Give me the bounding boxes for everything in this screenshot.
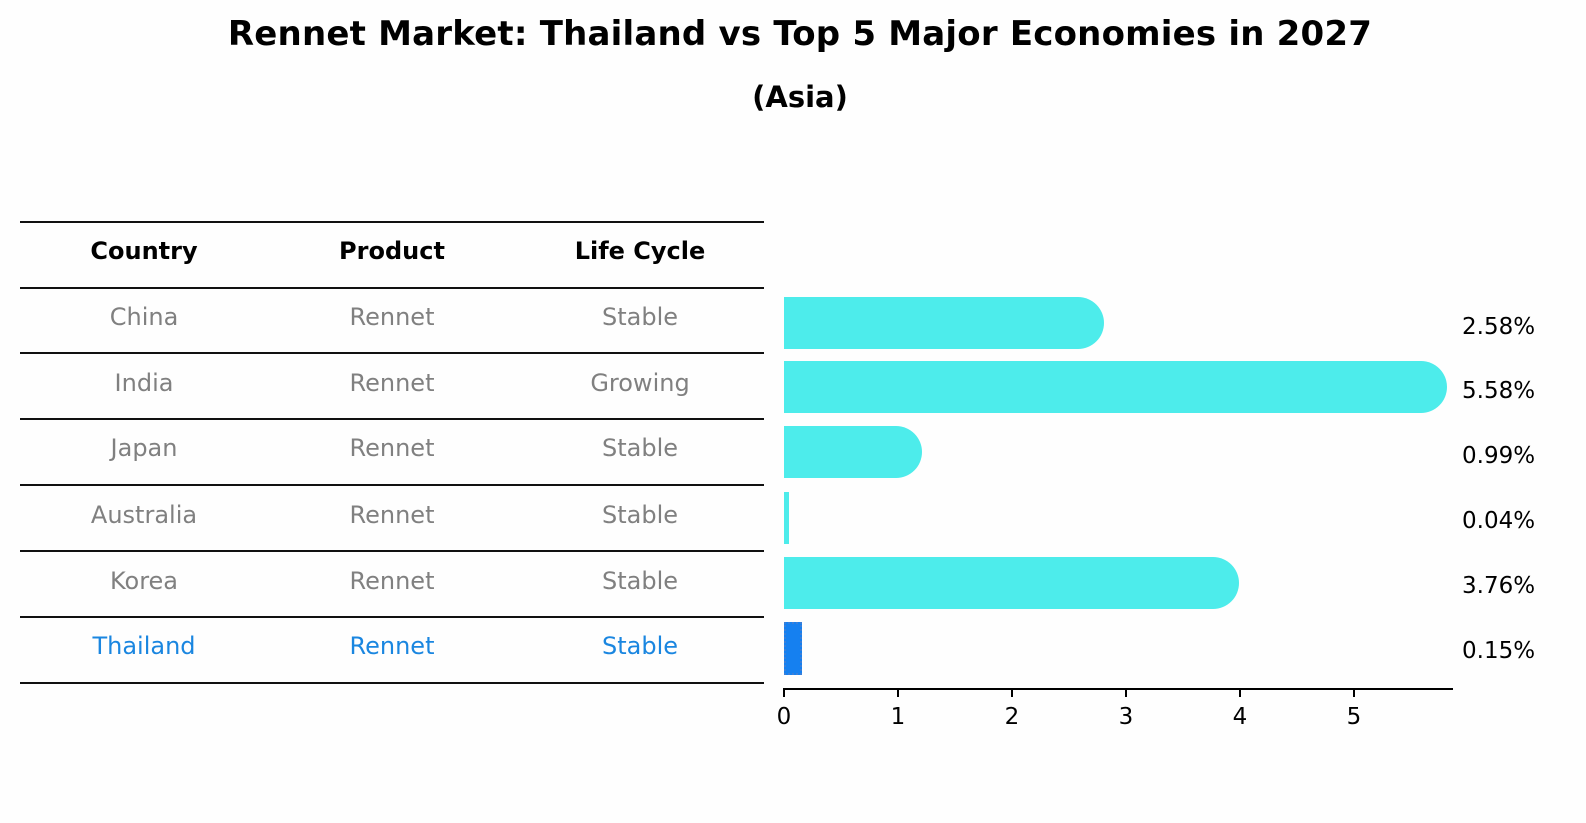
bar-japan: [784, 426, 922, 478]
table-rule-top: [20, 221, 764, 223]
cell-life-cycle: Stable: [601, 501, 679, 529]
table-divider: [20, 616, 764, 618]
value-label-australia: 0.04%: [1462, 508, 1536, 534]
x-tick: [1011, 689, 1013, 697]
cell-product: Rennet: [349, 501, 435, 529]
x-axis-line: [783, 688, 1453, 690]
x-tick: [897, 689, 899, 697]
cell-life-cycle: Stable: [601, 567, 679, 595]
table-divider: [20, 352, 764, 354]
x-tick: [783, 689, 785, 697]
cell-life-cycle: Stable: [601, 632, 679, 660]
x-tick-label: 2: [1004, 704, 1020, 730]
chart-subtitle: (Asia): [752, 80, 848, 114]
value-label-china: 2.58%: [1462, 314, 1536, 340]
table-divider: [20, 550, 764, 552]
bar-korea: [784, 557, 1239, 609]
bar-australia: [784, 492, 789, 544]
bar-thailand: [784, 622, 802, 675]
cell-country: Japan: [110, 434, 178, 462]
chart-title: Rennet Market: Thailand vs Top 5 Major E…: [227, 14, 1373, 54]
cell-product: Rennet: [349, 303, 435, 331]
table-divider: [20, 484, 764, 486]
header-life-cycle: Life Cycle: [574, 237, 706, 265]
table-rule-bottom: [20, 682, 764, 684]
header-country: Country: [90, 237, 198, 265]
cell-product: Rennet: [349, 632, 435, 660]
cell-life-cycle: Stable: [601, 434, 679, 462]
table-rule-header: [20, 287, 764, 289]
bar-china: [784, 297, 1104, 349]
cell-product: Rennet: [349, 567, 435, 595]
x-tick: [1125, 689, 1127, 697]
value-label-japan: 0.99%: [1462, 443, 1536, 469]
cell-life-cycle: Stable: [601, 303, 679, 331]
x-tick: [1353, 689, 1355, 697]
value-label-india: 5.58%: [1462, 378, 1536, 404]
x-tick-label: 4: [1232, 704, 1248, 730]
bar-india: [784, 361, 1447, 413]
value-label-thailand: 0.15%: [1462, 638, 1536, 664]
x-tick: [1239, 689, 1241, 697]
table-divider: [20, 418, 764, 420]
cell-country: India: [114, 369, 174, 397]
x-tick-label: 0: [776, 704, 792, 730]
x-tick-label: 5: [1346, 704, 1362, 730]
cell-product: Rennet: [349, 434, 435, 462]
cell-country: Thailand: [92, 632, 196, 660]
header-product: Product: [339, 237, 445, 265]
value-label-korea: 3.76%: [1462, 573, 1536, 599]
x-tick-label: 1: [890, 704, 906, 730]
cell-country: Korea: [109, 567, 179, 595]
cell-country: Australia: [90, 501, 198, 529]
x-tick-label: 3: [1118, 704, 1134, 730]
cell-product: Rennet: [349, 369, 435, 397]
cell-life-cycle: Growing: [590, 369, 690, 397]
cell-country: China: [109, 303, 179, 331]
